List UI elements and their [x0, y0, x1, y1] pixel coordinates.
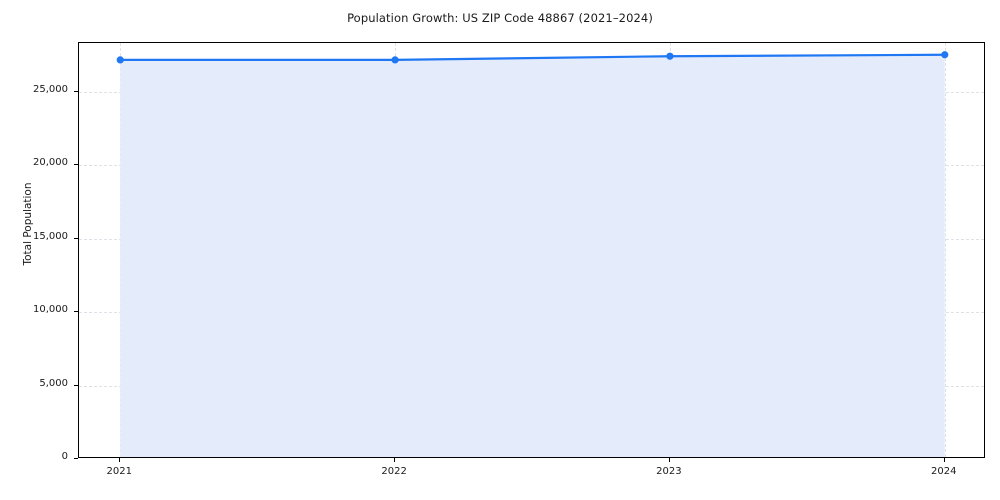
y-tick-label-3: 15,000 — [33, 230, 68, 242]
y-tick-mark-4 — [74, 164, 78, 165]
plot-area — [78, 42, 985, 458]
x-tick-label-3: 2024 — [931, 466, 957, 477]
x-tick-label-0: 2021 — [106, 466, 132, 477]
x-tick-mark-1 — [394, 458, 396, 462]
y-tick-mark-5 — [74, 90, 78, 92]
x-tick-mark-0 — [119, 458, 121, 462]
y-axis-label: Total Population — [22, 182, 34, 266]
chart-title: Population Growth: US ZIP Code 48867 (20… — [347, 11, 653, 25]
y-tick-label-4: 20,000 — [33, 157, 68, 168]
data-point-2021 — [116, 56, 124, 64]
y-tick-label-2: 10,000 — [33, 304, 68, 315]
y-tick-label-5: 25,000 — [33, 83, 68, 95]
data-point-markers — [116, 51, 949, 64]
y-tick-mark-0 — [74, 458, 78, 459]
y-tick-label-1: 5,000 — [39, 377, 68, 389]
y-tick-mark-3 — [74, 237, 78, 239]
data-point-2024 — [941, 51, 949, 59]
y-tick-mark-2 — [74, 311, 78, 312]
data-point-2023 — [666, 52, 674, 60]
gridline-x-3 — [944, 43, 946, 457]
x-tick-mark-2 — [668, 458, 670, 462]
series-line — [119, 53, 946, 61]
data-point-2022 — [391, 56, 399, 64]
x-tick-label-2: 2023 — [656, 466, 682, 477]
x-tick-label-1: 2022 — [381, 466, 407, 477]
series-plot — [116, 51, 949, 457]
area-fill — [120, 54, 945, 457]
y-tick-label-0: 0 — [61, 451, 68, 462]
y-tick-mark-1 — [74, 384, 78, 386]
x-tick-mark-3 — [943, 458, 945, 462]
